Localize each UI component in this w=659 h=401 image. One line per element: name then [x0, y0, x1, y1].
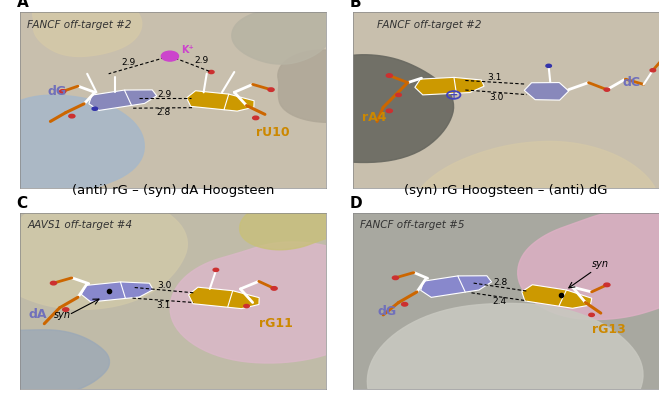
Text: 2.8: 2.8	[493, 277, 507, 287]
Text: 3.1: 3.1	[488, 73, 502, 82]
Polygon shape	[227, 291, 259, 309]
Polygon shape	[411, 142, 659, 285]
Text: 2.9: 2.9	[121, 58, 136, 67]
Circle shape	[546, 64, 552, 67]
Text: FANCF off-target #5: FANCF off-target #5	[360, 221, 465, 231]
Text: K⁺: K⁺	[181, 45, 194, 55]
Circle shape	[213, 268, 219, 271]
Text: dG: dG	[47, 85, 67, 98]
Circle shape	[604, 283, 610, 287]
Text: rG11: rG11	[259, 317, 293, 330]
Polygon shape	[89, 90, 138, 110]
Polygon shape	[522, 285, 573, 306]
Polygon shape	[420, 276, 472, 298]
Text: B: B	[349, 0, 361, 10]
Circle shape	[208, 71, 214, 74]
Polygon shape	[240, 201, 349, 250]
Polygon shape	[0, 192, 187, 310]
Circle shape	[69, 114, 75, 118]
Text: 3.1: 3.1	[156, 301, 171, 310]
Text: dG: dG	[377, 305, 396, 318]
Text: FANCF off-target #2: FANCF off-target #2	[28, 20, 132, 30]
Polygon shape	[367, 304, 643, 401]
Polygon shape	[232, 3, 340, 64]
Polygon shape	[170, 242, 387, 363]
Text: syn: syn	[53, 310, 71, 320]
Text: 3.0: 3.0	[489, 93, 503, 101]
Polygon shape	[125, 90, 157, 105]
Text: rA4: rA4	[362, 111, 386, 124]
Circle shape	[650, 69, 656, 72]
Circle shape	[386, 74, 392, 77]
Text: AAVS1 off-target #4: AAVS1 off-target #4	[28, 221, 132, 231]
Circle shape	[161, 51, 179, 61]
Polygon shape	[525, 83, 569, 100]
Text: FANCF off-target #2: FANCF off-target #2	[377, 20, 482, 30]
Circle shape	[401, 302, 408, 306]
Polygon shape	[188, 287, 241, 307]
Polygon shape	[121, 282, 153, 298]
Text: syn: syn	[592, 259, 608, 269]
Circle shape	[59, 90, 66, 93]
Circle shape	[396, 93, 401, 97]
Polygon shape	[186, 91, 237, 110]
Polygon shape	[33, 0, 142, 57]
Polygon shape	[278, 50, 390, 122]
Text: (syn) rG Hoogsteen – (anti) dG: (syn) rG Hoogsteen – (anti) dG	[404, 184, 608, 197]
Circle shape	[392, 276, 399, 279]
Polygon shape	[273, 55, 453, 162]
Polygon shape	[559, 290, 592, 308]
Polygon shape	[454, 77, 484, 93]
Circle shape	[386, 109, 392, 113]
Text: C: C	[16, 196, 28, 211]
Circle shape	[63, 308, 69, 311]
Text: 2.9: 2.9	[158, 89, 172, 99]
Circle shape	[589, 313, 594, 316]
Polygon shape	[0, 95, 144, 192]
Text: D: D	[349, 196, 362, 211]
Text: 2.8: 2.8	[156, 108, 170, 117]
Text: 2.4: 2.4	[492, 297, 506, 306]
Text: (anti) rG – (syn) dA Hoogsteen: (anti) rG – (syn) dA Hoogsteen	[72, 184, 274, 197]
Text: rU10: rU10	[256, 126, 289, 138]
Text: +: +	[449, 90, 458, 100]
Circle shape	[271, 287, 277, 290]
Circle shape	[252, 116, 259, 119]
Polygon shape	[224, 94, 254, 111]
Text: 3.0: 3.0	[157, 281, 171, 290]
Text: dA: dA	[29, 308, 47, 321]
Circle shape	[268, 88, 274, 91]
Text: 2.9: 2.9	[194, 56, 208, 65]
Polygon shape	[0, 330, 109, 401]
Circle shape	[92, 107, 98, 110]
Text: rG13: rG13	[592, 322, 625, 336]
Polygon shape	[458, 276, 492, 292]
Polygon shape	[81, 282, 133, 302]
Text: A: A	[16, 0, 28, 10]
Text: dC: dC	[622, 76, 641, 89]
Circle shape	[51, 282, 57, 285]
Circle shape	[244, 304, 249, 308]
Polygon shape	[415, 77, 465, 95]
Circle shape	[604, 88, 610, 91]
Polygon shape	[518, 211, 659, 320]
